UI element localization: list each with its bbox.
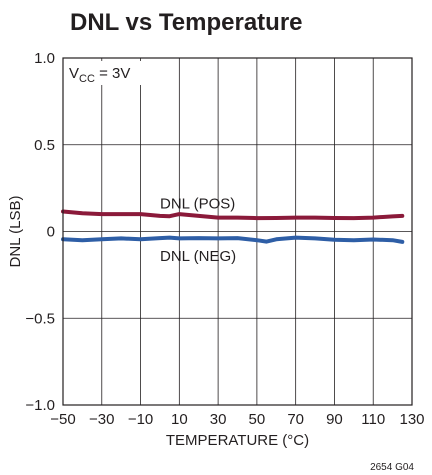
x-tick-label: −50 xyxy=(50,411,75,428)
x-tick-label: −10 xyxy=(128,411,153,428)
series-layer: DNL (POS) DNL (NEG) xyxy=(61,196,405,265)
x-tick-label: 90 xyxy=(326,411,343,428)
x-tick-label: 50 xyxy=(249,411,266,428)
y-axis-label: DNL (LSB) xyxy=(7,196,24,268)
figure-id: 2654 G04 xyxy=(370,462,414,473)
series-label-dnl-pos: DNL (POS) xyxy=(160,196,235,213)
condition-label-background xyxy=(65,61,147,85)
y-tick-label: 1.0 xyxy=(34,50,55,67)
series-line-dnl-neg xyxy=(61,235,405,244)
grid xyxy=(63,58,412,405)
y-tick-label: −0.5 xyxy=(25,310,55,327)
x-tick-label: 110 xyxy=(361,411,385,428)
tick-labels: −50 −30 −10 10 30 50 70 90 110 130 1.0 0.5 0 −0.5 −1.0 xyxy=(25,50,424,428)
x-tick-label: 130 xyxy=(399,411,424,428)
condition-label: VCC = 3V xyxy=(69,65,130,85)
y-tick-label: 0.5 xyxy=(34,137,55,154)
plot-frame xyxy=(62,57,413,406)
condition-suffix: = 3V xyxy=(95,65,130,82)
chart-title: DNL vs Temperature xyxy=(70,9,303,36)
condition-subscript: CC xyxy=(79,73,95,85)
condition-prefix: V xyxy=(69,65,79,82)
x-tick-label: −30 xyxy=(89,411,114,428)
y-tick-label: 0 xyxy=(47,224,55,241)
y-tick-label: −1.0 xyxy=(25,397,55,414)
x-tick-label: 70 xyxy=(287,411,304,428)
series-label-dnl-neg: DNL (NEG) xyxy=(160,248,236,265)
series-line-dnl-pos xyxy=(61,209,405,221)
x-axis-label: TEMPERATURE (°C) xyxy=(166,432,309,449)
x-tick-label: 30 xyxy=(210,411,227,428)
x-tick-label: 10 xyxy=(171,411,188,428)
